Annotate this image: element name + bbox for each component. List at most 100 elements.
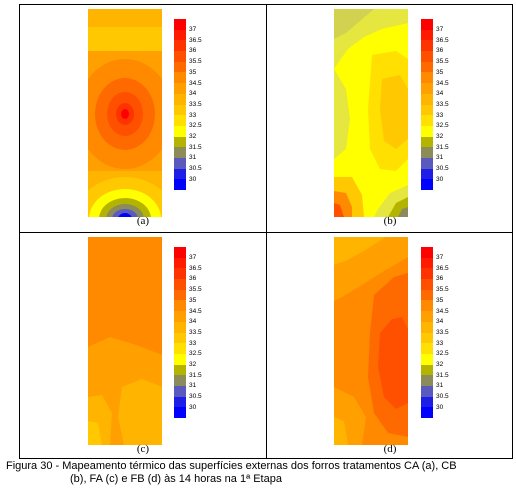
legend-swatch	[421, 268, 433, 280]
legend-swatch	[421, 311, 433, 322]
legend-label: 35.5	[436, 286, 449, 294]
caption-line-1: Figura 30 - Mapeamento térmico das super…	[6, 460, 457, 472]
legend-swatch	[174, 300, 186, 312]
legend-swatch	[174, 93, 186, 105]
legend-swatch	[421, 104, 433, 116]
legend-swatch	[421, 385, 433, 397]
legend-swatch	[421, 115, 433, 126]
legend-swatch	[174, 61, 186, 73]
legend-swatch	[421, 247, 433, 258]
legend-swatch	[421, 157, 433, 169]
legend-swatch	[174, 72, 186, 84]
legend-label: 33	[436, 339, 444, 347]
legend-swatch	[421, 332, 433, 344]
panel-b: 37 36.5 36 35.5 35 34.5 34 33.5 33 32.5 32 31.5 31 30…	[267, 5, 513, 232]
legend-label: 34.5	[189, 79, 202, 87]
legend-swatch	[421, 375, 433, 386]
legend-swatch	[174, 147, 186, 158]
legend-swatch	[174, 104, 186, 116]
thermal-map-d	[334, 237, 408, 445]
legend-label: 30.5	[436, 165, 449, 173]
legend-swatch	[421, 29, 433, 41]
legend-swatch	[421, 72, 433, 84]
legend-swatch	[421, 83, 433, 94]
legend-label: 33	[189, 111, 197, 119]
legend-swatch	[174, 51, 186, 62]
legend-label: 31.5	[189, 371, 202, 379]
legend-label: 36.5	[436, 264, 449, 272]
legend-label: 30.5	[189, 393, 202, 401]
legend-label: 30	[436, 175, 444, 183]
divider-vertical	[266, 5, 267, 458]
legend-swatch	[174, 40, 186, 52]
legend-label: 35.5	[436, 58, 449, 66]
legend-label: 37	[189, 254, 197, 261]
thermal-map-c	[88, 237, 162, 445]
legend-label: 36	[189, 275, 197, 283]
legend-swatch	[421, 289, 433, 301]
figure-caption: Figura 30 - Mapeamento térmico das super…	[6, 460, 506, 486]
legend-swatch	[421, 407, 433, 418]
legend-swatch	[421, 179, 433, 190]
figure-grid: 37 36.5 36 35.5 35 34.5 34 33.5 33 32.5 32 31.5 31 30…	[19, 4, 513, 459]
legend-color-bar	[421, 247, 433, 418]
legend-label: 34	[436, 318, 444, 326]
legend-label: 33	[436, 111, 444, 119]
legend-swatch	[174, 364, 186, 376]
legend-swatch	[174, 332, 186, 344]
legend-label: 34.5	[436, 307, 449, 315]
legend-swatch	[174, 375, 186, 386]
legend-label: 35	[436, 68, 444, 76]
thermal-map-a	[88, 9, 162, 217]
legend-swatch	[174, 321, 186, 333]
legend-swatch	[174, 168, 186, 180]
legend-swatch	[174, 83, 186, 94]
panel-label-d: (d)	[383, 443, 397, 455]
legend-swatch	[421, 168, 433, 180]
legend-swatch	[421, 396, 433, 408]
legend-color-bar	[174, 247, 186, 418]
legend-label: 31.5	[189, 143, 202, 151]
legend-label: 36.5	[189, 36, 202, 44]
legend-label: 37	[436, 26, 444, 33]
legend-label: 35	[189, 296, 197, 304]
legend-label: 36	[436, 47, 444, 55]
legend-label: 31	[189, 154, 197, 162]
legend-label: 35.5	[189, 58, 202, 66]
legend-label: 34	[436, 90, 444, 98]
legend-label: 30.5	[189, 165, 202, 173]
legend-label: 34.5	[436, 79, 449, 87]
legend-label: 30.5	[436, 393, 449, 401]
legend-label: 33.5	[436, 100, 449, 108]
legend-label: 37	[436, 254, 444, 261]
legend-swatch	[174, 279, 186, 290]
legend-swatch	[174, 115, 186, 126]
thermal-map-b	[334, 9, 408, 217]
legend-swatch	[421, 321, 433, 333]
legend-swatch	[174, 29, 186, 41]
legend-swatch	[174, 311, 186, 322]
legend-label: 32.5	[189, 122, 202, 130]
legend-swatch	[174, 157, 186, 169]
legend-swatch	[421, 364, 433, 376]
legend-swatch	[421, 19, 433, 30]
panel-c: 37 36.5 36 35.5 35 34.5 34 33.5 33 32.5 32 31.5 31 30…	[20, 233, 266, 460]
legend-swatch	[421, 51, 433, 62]
legend-label: 32	[436, 361, 444, 368]
legend-label: 32	[189, 361, 197, 368]
legend-label: 36	[436, 275, 444, 283]
legend-swatch	[174, 125, 186, 137]
legend-label: 36.5	[189, 264, 202, 272]
legend-label: 32.5	[436, 122, 449, 130]
legend-label: 32.5	[436, 350, 449, 358]
legend-label: 36	[189, 47, 197, 55]
legend-label: 32	[436, 133, 444, 140]
legend-color-bar	[174, 19, 186, 190]
legend-swatch	[421, 61, 433, 73]
legend-swatch	[174, 385, 186, 397]
legend-label: 34	[189, 90, 197, 98]
divider-horizontal	[20, 232, 512, 233]
legend-swatch	[174, 289, 186, 301]
legend-swatch	[421, 125, 433, 137]
legend-swatch	[174, 257, 186, 269]
